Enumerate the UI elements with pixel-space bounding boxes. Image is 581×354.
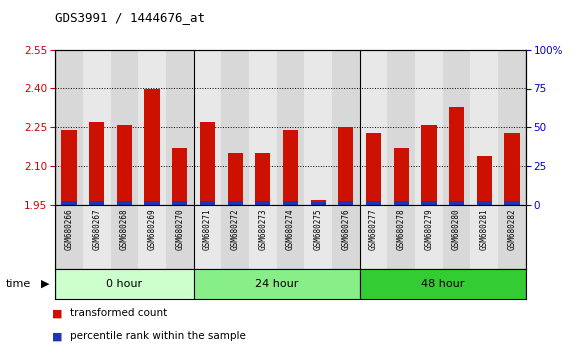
Bar xyxy=(504,201,519,205)
Bar xyxy=(228,201,243,205)
Bar xyxy=(117,125,132,205)
Bar xyxy=(304,50,332,205)
Text: GSM680279: GSM680279 xyxy=(424,209,433,250)
Bar xyxy=(110,50,138,205)
Bar xyxy=(476,156,492,205)
Text: GSM680278: GSM680278 xyxy=(397,209,406,250)
Bar xyxy=(388,205,415,269)
Bar xyxy=(55,205,83,269)
Bar xyxy=(277,50,304,205)
Bar xyxy=(228,153,243,205)
Bar xyxy=(89,122,105,205)
Bar xyxy=(200,122,215,205)
Bar xyxy=(471,205,498,269)
Bar xyxy=(498,205,526,269)
Bar xyxy=(89,201,105,205)
Bar xyxy=(145,88,160,205)
Bar xyxy=(138,50,166,205)
Text: GSM680280: GSM680280 xyxy=(452,209,461,250)
Bar xyxy=(393,201,409,205)
Bar xyxy=(443,205,471,269)
Text: percentile rank within the sample: percentile rank within the sample xyxy=(70,331,246,341)
Text: GSM680269: GSM680269 xyxy=(148,209,157,250)
Bar xyxy=(421,201,436,205)
Bar xyxy=(172,148,188,205)
Bar xyxy=(504,133,519,205)
Text: GSM680281: GSM680281 xyxy=(480,209,489,250)
Bar xyxy=(277,205,304,269)
Bar xyxy=(449,201,464,205)
Text: GSM680267: GSM680267 xyxy=(92,209,101,250)
Text: GSM680275: GSM680275 xyxy=(314,209,322,250)
Text: 24 hour: 24 hour xyxy=(255,279,299,289)
Bar xyxy=(393,148,409,205)
Bar xyxy=(332,50,360,205)
Bar xyxy=(55,269,193,299)
Bar xyxy=(311,202,326,205)
Text: GSM680272: GSM680272 xyxy=(231,209,239,250)
Text: GSM680277: GSM680277 xyxy=(369,209,378,250)
Text: GSM680271: GSM680271 xyxy=(203,209,212,250)
Bar xyxy=(62,201,77,205)
Bar xyxy=(283,130,298,205)
Bar xyxy=(110,205,138,269)
Bar xyxy=(255,153,270,205)
Bar xyxy=(283,201,298,205)
Text: GSM680266: GSM680266 xyxy=(64,209,74,250)
Bar xyxy=(471,50,498,205)
Bar xyxy=(338,201,353,205)
Bar xyxy=(145,201,160,205)
Bar xyxy=(193,205,221,269)
Bar xyxy=(221,205,249,269)
Bar xyxy=(498,50,526,205)
Bar xyxy=(338,127,353,205)
Bar xyxy=(83,205,110,269)
Bar xyxy=(249,50,277,205)
Text: time: time xyxy=(6,279,31,289)
Bar xyxy=(415,205,443,269)
Text: GSM680282: GSM680282 xyxy=(507,209,517,250)
Bar xyxy=(62,130,77,205)
Bar xyxy=(449,107,464,205)
Text: 48 hour: 48 hour xyxy=(421,279,464,289)
Text: GSM680268: GSM680268 xyxy=(120,209,129,250)
Text: 0 hour: 0 hour xyxy=(106,279,142,289)
Bar xyxy=(366,201,381,205)
Bar xyxy=(193,269,360,299)
Bar xyxy=(221,50,249,205)
Text: GSM680276: GSM680276 xyxy=(342,209,350,250)
Text: ▶: ▶ xyxy=(41,279,49,289)
Bar xyxy=(117,201,132,205)
Text: GSM680270: GSM680270 xyxy=(175,209,184,250)
Text: ■: ■ xyxy=(52,331,63,341)
Bar xyxy=(311,200,326,205)
Bar xyxy=(421,125,436,205)
Bar xyxy=(83,50,110,205)
Text: GSM680273: GSM680273 xyxy=(259,209,267,250)
Bar xyxy=(193,50,221,205)
Bar xyxy=(249,205,277,269)
Bar xyxy=(388,50,415,205)
Bar xyxy=(360,50,388,205)
Text: ■: ■ xyxy=(52,308,63,318)
Bar xyxy=(476,201,492,205)
Bar xyxy=(172,201,188,205)
Bar xyxy=(366,133,381,205)
Bar xyxy=(255,201,270,205)
Text: GSM680274: GSM680274 xyxy=(286,209,295,250)
Bar xyxy=(138,205,166,269)
Text: GDS3991 / 1444676_at: GDS3991 / 1444676_at xyxy=(55,11,205,24)
Bar xyxy=(332,205,360,269)
Bar xyxy=(166,50,193,205)
Bar xyxy=(415,50,443,205)
Bar xyxy=(200,201,215,205)
Bar xyxy=(443,50,471,205)
Bar xyxy=(360,269,526,299)
Text: transformed count: transformed count xyxy=(70,308,167,318)
Bar xyxy=(55,50,83,205)
Bar xyxy=(166,205,193,269)
Bar xyxy=(304,205,332,269)
Bar xyxy=(360,205,388,269)
